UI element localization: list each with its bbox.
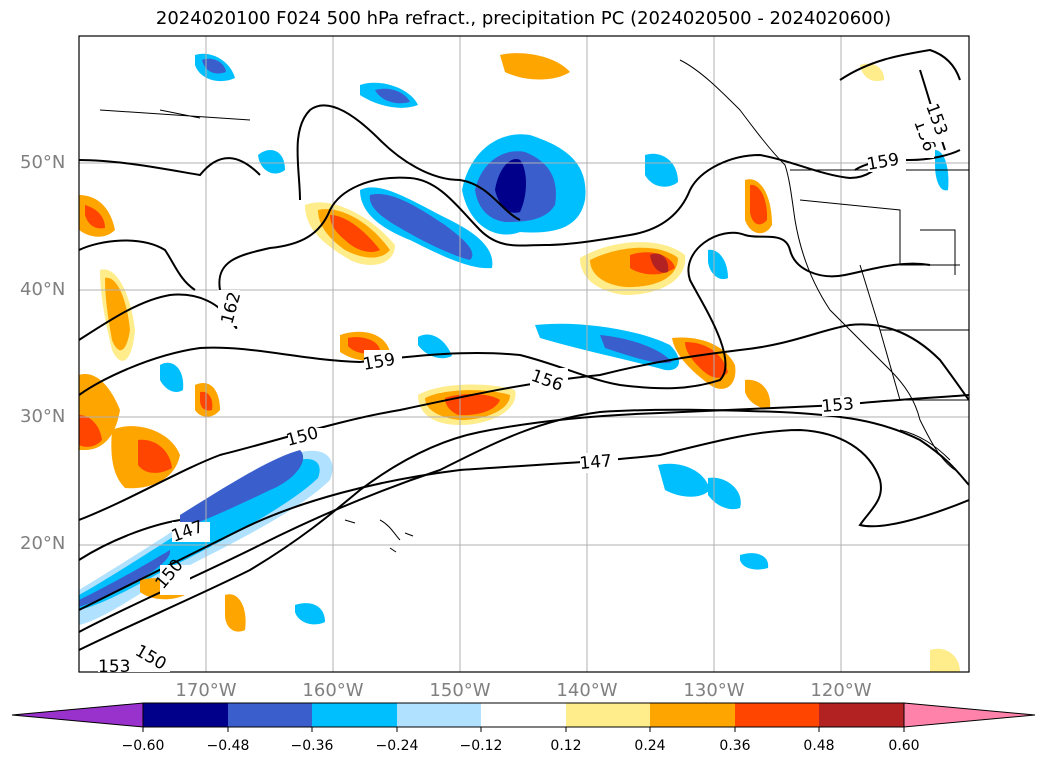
colorbar (11, 702, 1036, 732)
coastlines (99, 59, 969, 553)
map-title: 2024020100 F024 500 hPa refract., precip… (155, 8, 892, 29)
colorbar-bin (397, 703, 481, 727)
colorbar-bin (228, 703, 312, 727)
colorbar-extend-low (11, 702, 144, 728)
contour-159 (79, 231, 931, 396)
map-frame (78, 35, 970, 673)
colorbar-bin (481, 703, 566, 727)
colorbar-extend-high (903, 702, 1036, 728)
colorbar-bin (650, 703, 735, 727)
colorbar-tick-label: −0.36 (290, 738, 334, 754)
lon-label-120w: 120°W (810, 680, 872, 701)
colorbar-tick-label: −0.12 (459, 738, 503, 754)
lat-label-30n: 30°N (20, 406, 66, 427)
colorbar-tick-label: 0.60 (888, 738, 920, 754)
contour-147 (79, 428, 969, 611)
colorbar-tick-label: 0.36 (719, 738, 751, 754)
lat-label-20n: 20°N (20, 533, 66, 554)
lon-label-170w: 170°W (175, 680, 237, 701)
colorbar-bin (312, 703, 397, 727)
contour-150 (79, 408, 969, 633)
colorbar-tick-label: −0.60 (121, 738, 165, 754)
lon-label-130w: 130°W (683, 680, 745, 701)
colorbar-tick-label: 0.12 (550, 738, 582, 754)
colorbar-tick-label: 0.24 (634, 738, 666, 754)
lon-label-150w: 150°W (429, 680, 491, 701)
colorbar-bin (143, 703, 228, 727)
colorbar-bin (735, 703, 819, 727)
lat-label-40n: 40°N (20, 279, 66, 300)
colorbar-tick-label: −0.48 (206, 738, 250, 754)
contour-156 (79, 323, 969, 521)
colorbar-frame (142, 702, 905, 728)
contour-labels: 162 159 156 153 150 147 159 156 153 150 … (98, 101, 951, 677)
map-panel (79, 36, 969, 672)
colorbar-bin (819, 703, 904, 727)
lon-label-160w: 160°W (302, 680, 364, 701)
contour-label: 153 (821, 394, 855, 417)
colorbar-tick-label: −0.24 (375, 738, 419, 754)
colorbar-bin (566, 703, 650, 727)
colorbar-tick-label: 0.48 (803, 738, 835, 754)
contour-label: 147 (579, 451, 613, 474)
contour-label: 153 (98, 657, 130, 677)
lon-label-140w: 140°W (556, 680, 618, 701)
lat-label-50n: 50°N (20, 152, 66, 173)
